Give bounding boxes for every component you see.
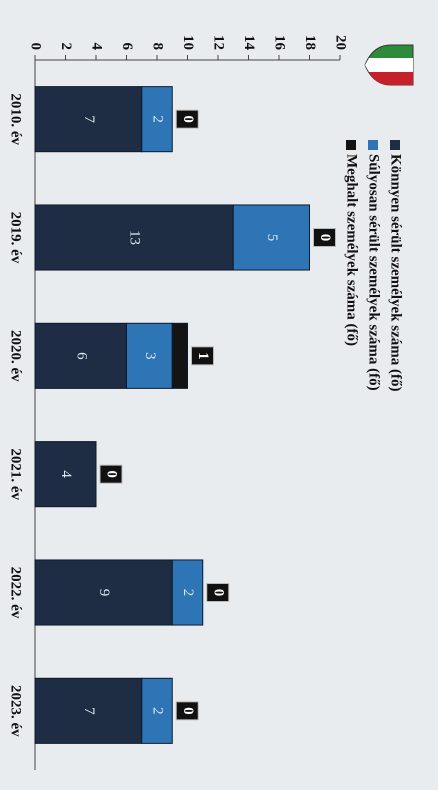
label-box [313,228,336,247]
y-tick-label: 10 [180,35,196,50]
bar-segment [171,559,204,626]
value-label: 13 [127,230,143,245]
y-tick-label: 6 [119,43,135,51]
value-label: 7 [81,115,97,123]
value-label: 2 [150,115,166,123]
value-label: 6 [73,352,89,360]
value-label: 0 [180,115,196,123]
value-label: 0 [317,234,333,242]
label-box [99,464,123,484]
legend-label: Könnyen sérült személyek száma (fő) [388,154,404,391]
label-box [206,583,230,602]
value-label: 3 [142,352,158,360]
value-label: 0 [104,470,120,478]
x-tick-label: 2019. év [8,212,24,264]
label-box [175,701,199,721]
label-box [191,346,214,366]
legend-label: Súlyosan sérült személyek száma (fő) [366,154,382,391]
bar-segment [34,441,97,508]
value-label: 0 [180,707,196,715]
logo [364,44,414,86]
y-tick-label: 16 [272,35,288,51]
bar-segment [171,322,188,389]
y-tick-label: 2 [58,43,74,51]
y-tick-label: 18 [302,35,318,50]
x-tick-label: 2010. év [8,93,24,145]
value-label: 0 [210,589,226,597]
label-box [175,109,199,129]
legend-swatch [368,140,378,150]
y-tick-label: 14 [241,35,257,51]
legend-swatch [390,140,400,150]
x-tick-label: 2020. év [8,330,24,382]
y-tick-label: 12 [211,35,227,50]
value-label: 2 [180,589,196,597]
value-label: 2 [150,707,166,715]
value-label: 7 [81,707,97,715]
legend-swatch [346,140,356,150]
y-tick-label: 20 [333,35,349,50]
y-tick-label: 4 [89,43,105,51]
bar-segment [141,677,173,744]
x-tick-label: 2023. év [8,685,24,737]
x-tick-label: 2021. év [8,448,24,500]
y-tick-label: 8 [150,43,166,51]
value-label: 1 [195,352,211,360]
y-tick-label: 0 [28,43,44,51]
value-label: 9 [96,589,112,597]
legend-label: Meghalt személyek száma (fő) [344,154,360,346]
x-tick-label: 2022. év [8,567,24,619]
bar-segment [141,86,173,153]
value-label: 4 [58,470,74,478]
value-label: 5 [264,234,280,242]
bar-segment [232,204,310,271]
